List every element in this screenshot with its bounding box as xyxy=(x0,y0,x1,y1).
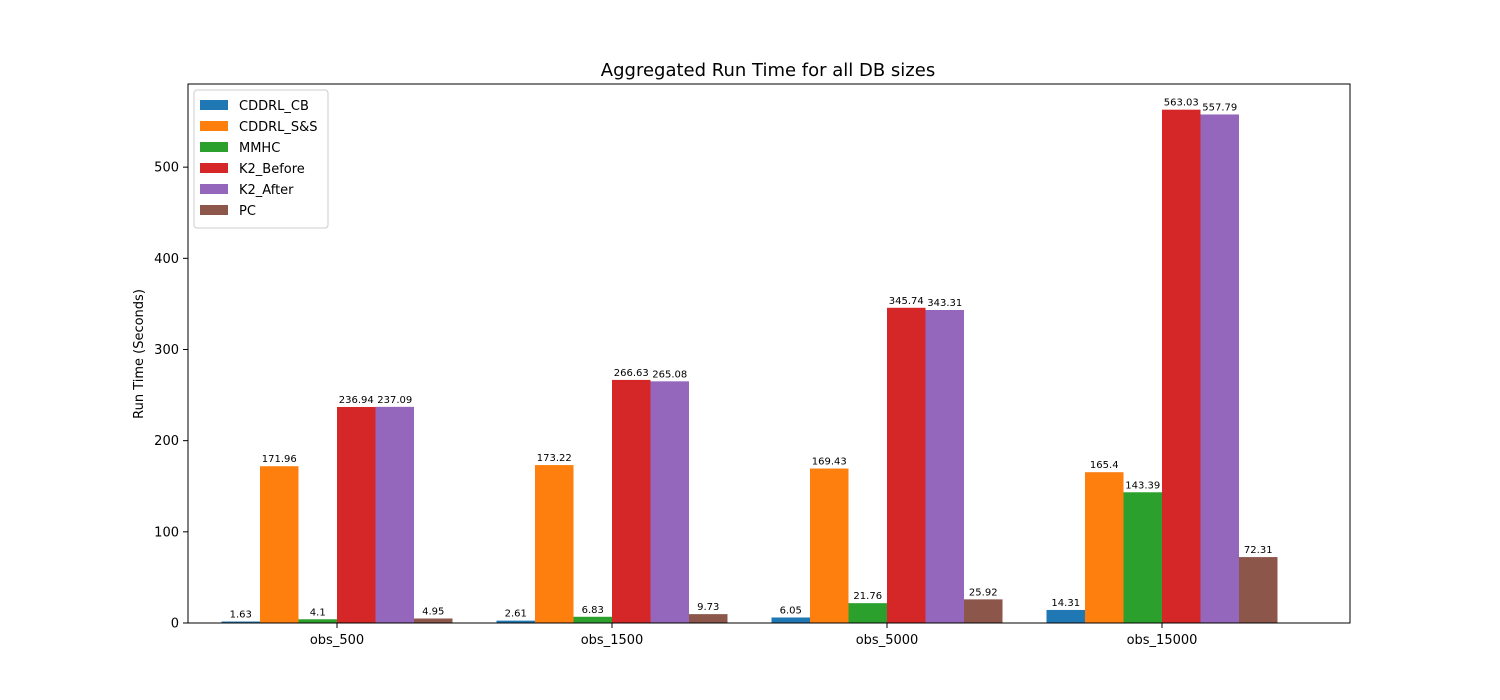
bar-value-label: 9.73 xyxy=(697,602,719,613)
legend-swatch xyxy=(200,142,228,152)
y-tick-label: 200 xyxy=(154,434,179,449)
bar-value-label: 6.05 xyxy=(780,605,802,616)
legend: CDDRL_CB CDDRL_S&S MMHC K2_Before K2_After PC xyxy=(193,89,329,229)
y-tick-label: 300 xyxy=(154,343,179,358)
legend-label: K2_Before xyxy=(239,162,305,177)
legend-swatch xyxy=(200,121,228,131)
bar-k2-before-obs-5000 xyxy=(887,307,926,623)
bar-k2-before-obs-500 xyxy=(337,406,376,623)
x-tick-label: obs_5000 xyxy=(856,633,919,648)
legend-label: PC xyxy=(239,204,256,219)
bar-k2-after-obs-15000 xyxy=(1200,114,1239,623)
legend-swatch xyxy=(200,163,228,173)
bar-value-label: 14.31 xyxy=(1051,598,1080,609)
bar-value-label: 266.63 xyxy=(614,368,649,379)
bar-value-label: 563.03 xyxy=(1164,98,1199,109)
bar-value-label: 345.74 xyxy=(889,296,924,307)
bar-pc-obs-15000 xyxy=(1239,557,1278,623)
y-tick-label: 0 xyxy=(171,617,179,632)
legend-label: K2_After xyxy=(239,183,294,198)
bar-value-label: 169.43 xyxy=(812,457,847,468)
bar-cddrl-cb-obs-15000 xyxy=(1046,609,1085,623)
bar-value-label: 6.83 xyxy=(582,605,604,616)
bar-value-label: 557.79 xyxy=(1202,102,1237,113)
bar-value-label: 343.31 xyxy=(927,298,962,309)
y-tick-label: 100 xyxy=(154,525,179,540)
bar-value-label: 4.1 xyxy=(310,607,326,618)
plot-frame xyxy=(187,83,1351,624)
x-tick-label: obs_500 xyxy=(310,633,364,648)
bar-cddrl-cb-obs-5000 xyxy=(771,617,810,623)
bar-mmhc-obs-15000 xyxy=(1123,492,1162,623)
bar-value-label: 1.63 xyxy=(230,610,252,621)
bar-k2-after-obs-500 xyxy=(375,406,414,623)
bar-value-label: 143.39 xyxy=(1125,480,1160,491)
bar-k2-before-obs-1500 xyxy=(612,379,651,623)
y-tick-label: 400 xyxy=(154,252,179,267)
chart-title: Aggregated Run Time for all DB sizes xyxy=(601,60,935,81)
bar-k2-before-obs-15000 xyxy=(1162,109,1201,623)
bar-value-label: 25.92 xyxy=(969,587,998,598)
bar-value-label: 72.31 xyxy=(1244,545,1273,556)
bar-mmhc-obs-500 xyxy=(298,619,337,623)
x-axis: obs_500 obs_1500 obs_5000 obs_15000 xyxy=(310,623,1198,648)
bar-labels-layer: 1.63 2.61 6.05 14.31 171.96 173.22 169.43 165.4… xyxy=(230,98,1273,621)
legend-swatch xyxy=(200,100,228,110)
legend-label: CDDRL_CB xyxy=(239,99,309,114)
x-tick-label: obs_1500 xyxy=(581,633,644,648)
bar-pc-obs-1500 xyxy=(689,614,728,623)
bar-cddrl-cb-obs-1500 xyxy=(496,620,535,623)
bar-value-label: 236.94 xyxy=(339,395,374,406)
legend-swatch xyxy=(200,184,228,194)
bar-mmhc-obs-1500 xyxy=(573,616,612,623)
bar-k2-after-obs-1500 xyxy=(650,381,689,623)
bar-value-label: 4.95 xyxy=(422,606,444,617)
y-axis-label: Run Time (Seconds) xyxy=(132,289,147,419)
bar-cddrl-cb-obs-500 xyxy=(221,621,260,623)
bar-value-label: 2.61 xyxy=(505,609,527,620)
bar-value-label: 21.76 xyxy=(853,591,882,602)
legend-swatch xyxy=(200,205,228,215)
bars-layer xyxy=(221,109,1278,623)
bar-value-label: 165.4 xyxy=(1090,460,1119,471)
legend-label: MMHC xyxy=(239,141,280,156)
bar-cddrl-s-s-obs-15000 xyxy=(1085,472,1124,623)
bar-k2-after-obs-5000 xyxy=(925,310,964,623)
bar-cddrl-s-s-obs-5000 xyxy=(810,468,849,623)
x-tick-label: obs_15000 xyxy=(1127,633,1198,648)
bar-pc-obs-5000 xyxy=(964,599,1003,623)
bar-value-label: 237.09 xyxy=(377,395,412,406)
bar-value-label: 265.08 xyxy=(652,369,687,380)
bar-value-label: 173.22 xyxy=(537,453,572,464)
bar-mmhc-obs-5000 xyxy=(848,603,887,623)
y-axis: 0 100 200 300 400 500 xyxy=(154,161,188,632)
legend-label: CDDRL_S&S xyxy=(239,120,318,135)
y-tick-label: 500 xyxy=(154,161,179,176)
bar-pc-obs-500 xyxy=(414,618,453,623)
bar-cddrl-s-s-obs-1500 xyxy=(535,465,574,623)
bar-cddrl-s-s-obs-500 xyxy=(260,466,299,623)
bar-value-label: 171.96 xyxy=(262,454,297,465)
